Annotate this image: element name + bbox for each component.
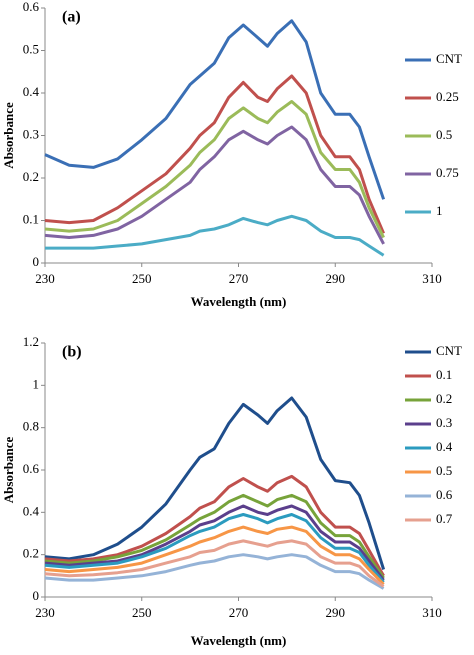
- data-line: [44, 553, 385, 590]
- data-line: [44, 74, 385, 234]
- x-axis-label: Wavelength (nm): [191, 294, 287, 309]
- y-tick-label: 0: [33, 588, 40, 603]
- legend-label: 0.5: [436, 127, 452, 142]
- x-tick-label: 250: [132, 271, 152, 286]
- y-tick-label: 0.2: [23, 169, 39, 184]
- panel-label: (b): [62, 344, 82, 361]
- panel-label: (a): [62, 9, 81, 26]
- y-tick-label: 0.4: [23, 84, 40, 99]
- legend-label: 0.75: [436, 165, 459, 180]
- y-axis-label: Absorbance: [1, 102, 16, 169]
- y-axis-label: Absorbance: [1, 437, 16, 504]
- x-tick-label: 250: [132, 605, 152, 620]
- data-line: [44, 539, 385, 588]
- data-line: [44, 125, 385, 245]
- data-line: [44, 504, 385, 582]
- legend-label: CNT: [436, 343, 462, 358]
- legend-label: 0.25: [436, 89, 459, 104]
- x-tick-label: 270: [229, 605, 249, 620]
- data-line: [44, 525, 385, 586]
- data-line: [44, 396, 386, 570]
- y-tick-label: 0.3: [23, 126, 39, 141]
- y-tick-label: 0.6: [23, 461, 40, 476]
- y-tick-label: 0: [33, 254, 40, 269]
- legend-label: 0.5: [436, 463, 452, 478]
- data-line: [44, 474, 385, 577]
- x-tick-label: 310: [422, 605, 442, 620]
- y-tick-label: 0.6: [23, 0, 40, 14]
- x-tick-label: 230: [35, 605, 55, 620]
- y-tick-label: 1: [33, 376, 40, 391]
- x-axis-label: Wavelength (nm): [191, 633, 287, 648]
- y-tick-label: 0.5: [23, 41, 39, 56]
- x-tick-label: 290: [326, 271, 346, 286]
- legend-label: 0.7: [436, 511, 453, 526]
- legend-label: CNT: [436, 51, 462, 66]
- legend-label: 1: [436, 203, 443, 218]
- data-line: [45, 214, 385, 257]
- legend-label: 0.6: [436, 487, 453, 502]
- y-tick-label: 0.8: [23, 419, 39, 434]
- x-tick-label: 310: [422, 271, 442, 286]
- legend-label: 0.2: [436, 391, 452, 406]
- x-tick-label: 230: [35, 271, 55, 286]
- data-line: [44, 100, 385, 239]
- y-tick-label: 1.2: [23, 334, 39, 349]
- x-tick-label: 290: [326, 605, 346, 620]
- data-line: [44, 19, 386, 200]
- legend-label: 0.3: [436, 415, 452, 430]
- y-tick-label: 0.1: [23, 211, 39, 226]
- data-line: [44, 493, 385, 579]
- y-tick-label: 0.4: [23, 503, 40, 518]
- data-line: [44, 513, 385, 584]
- legend-label: 0.1: [436, 367, 452, 382]
- legend-label: 0.4: [436, 439, 453, 454]
- x-tick-label: 270: [229, 271, 249, 286]
- y-tick-label: 0.2: [23, 546, 39, 561]
